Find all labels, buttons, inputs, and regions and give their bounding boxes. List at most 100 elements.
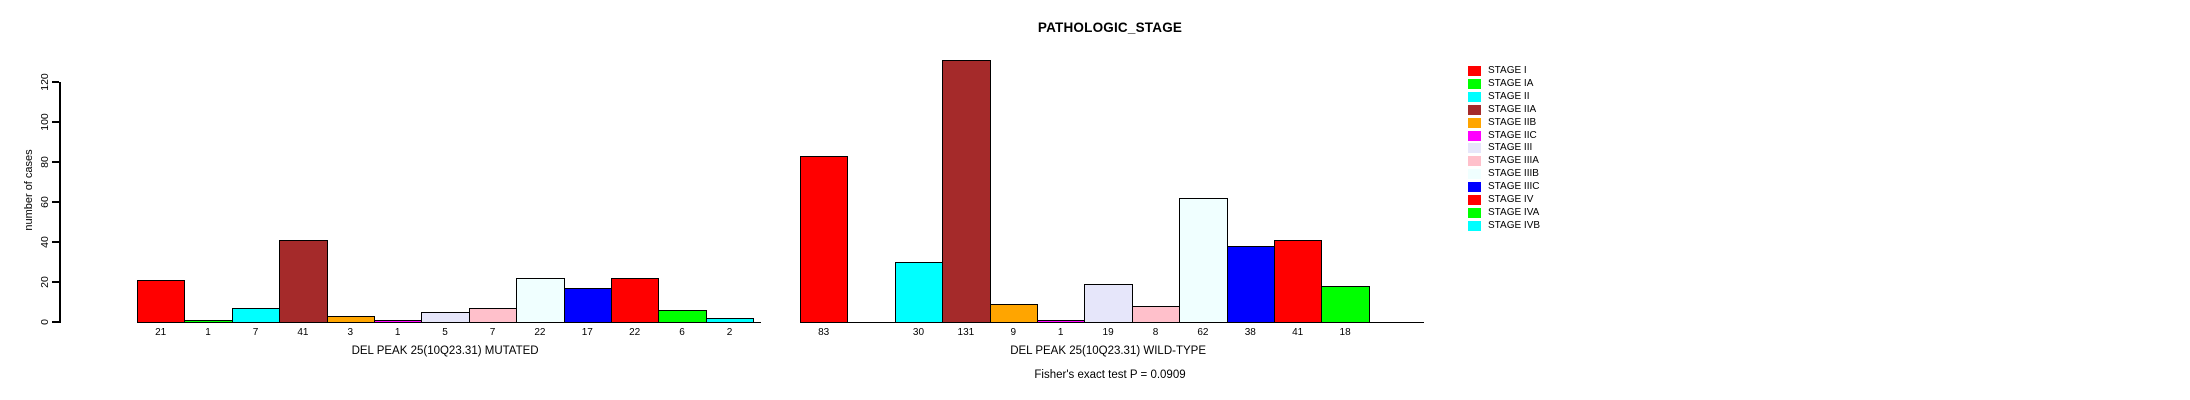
legend-swatch-stage-iiia	[1468, 156, 1481, 167]
legend-label: STAGE IVB	[1488, 219, 1541, 231]
bar-mutated-stage-iiic	[563, 288, 612, 323]
legend-label: STAGE IV	[1488, 194, 1534, 205]
bar-value-label: 9	[1010, 327, 1017, 338]
bar-mutated-stage-ia	[184, 320, 233, 323]
bar-mutated-stage-iii	[421, 312, 470, 323]
x-axis-group-label: DEL PEAK 25(10Q23.31) WILD-TYPE	[1010, 345, 1206, 357]
legend-entry: STAGE IVB	[1468, 220, 1540, 232]
legend-swatch-stage-ivb	[1468, 220, 1481, 231]
y-axis-tick-label: 40	[39, 236, 51, 248]
legend-entry: STAGE IIIB	[1468, 168, 1539, 180]
legend-swatch-stage-iva	[1468, 207, 1481, 218]
legend-swatch-stage-ia	[1468, 78, 1481, 89]
bar-value-label: 30	[912, 327, 925, 338]
legend-entry: STAGE IIIC	[1468, 181, 1540, 193]
bar-value-label: 6	[679, 327, 685, 338]
bar-value-label: 41	[1292, 327, 1304, 338]
bar-wildtype-stage-iib	[989, 304, 1038, 323]
legend-swatch-stage-iia	[1468, 104, 1481, 115]
bar-mutated-stage-iv	[611, 278, 660, 323]
y-axis-tick	[52, 161, 59, 163]
legend-swatch-stage-iii	[1468, 143, 1481, 154]
bar-value-label: 22	[629, 327, 641, 338]
y-axis-tick	[52, 281, 59, 283]
x-axis-group-label: DEL PEAK 25(10Q23.31) MUTATED	[351, 345, 539, 357]
legend-label: STAGE IIB	[1488, 116, 1537, 128]
legend-swatch-stage-iic	[1468, 130, 1481, 141]
bar-value-label: 38	[1244, 327, 1256, 338]
legend-entry: STAGE IVA	[1468, 207, 1539, 219]
legend-entry: STAGE IIA	[1468, 104, 1536, 116]
legend-swatch-stage-iiib	[1468, 169, 1481, 180]
bar-value-label: 1	[1057, 327, 1064, 338]
bar-value-label: 8	[1152, 327, 1159, 338]
legend-label: STAGE IIIB	[1488, 168, 1539, 180]
bar-value-label: 83	[818, 327, 830, 338]
legend-label: STAGE IIA	[1488, 103, 1537, 115]
legend-label: STAGE I	[1488, 65, 1527, 76]
bar-wildtype-stage-iiic	[1226, 246, 1275, 323]
fisher-test-annotation: Fisher's exact test P = 0.0909	[1034, 369, 1186, 381]
y-axis-line	[59, 82, 61, 323]
bar-mutated-stage-i	[137, 280, 186, 323]
bar-mutated-stage-ii	[231, 308, 281, 323]
bar-value-label: 18	[1339, 327, 1351, 338]
legend-entry: STAGE IIB	[1468, 117, 1536, 129]
bar-wildtype-stage-i	[800, 156, 849, 323]
legend-swatch-stage-iiic	[1468, 182, 1481, 193]
legend-swatch-stage-iv	[1468, 195, 1481, 205]
y-axis-tick-label: 100	[39, 113, 51, 131]
legend-entry: STAGE IIIA	[1468, 155, 1539, 167]
bar-value-label: 21	[155, 327, 167, 338]
y-axis-tick	[52, 321, 59, 323]
bar-wildtype-stage-iiib	[1179, 198, 1228, 323]
bar-mutated-stage-iic	[374, 320, 423, 323]
legend-label: STAGE III	[1488, 142, 1533, 154]
chart-title: PATHOLOGIC_STAGE	[1037, 20, 1183, 35]
bar-value-label: 1	[205, 327, 211, 338]
bar-value-label: 5	[442, 327, 448, 338]
bar-value-label: 3	[347, 327, 354, 338]
legend-entry: STAGE IIC	[1468, 130, 1537, 142]
bar-wildtype-stage-iic	[1037, 320, 1086, 323]
legend-label: STAGE IA	[1488, 77, 1534, 89]
bar-wildtype-stage-ii	[894, 262, 944, 323]
legend-entry: STAGE IA	[1468, 78, 1533, 90]
legend-label: STAGE IIIC	[1488, 181, 1540, 193]
bar-mutated-stage-iiia	[468, 308, 518, 323]
y-axis-tick-label: 120	[39, 73, 51, 91]
legend-entry: STAGE II	[1468, 91, 1530, 103]
y-axis-tick	[52, 121, 59, 123]
y-axis-tick	[52, 81, 59, 83]
bar-value-label: 7	[252, 327, 259, 338]
bar-value-label: 131	[957, 327, 975, 338]
legend-swatch-stage-ii	[1468, 91, 1481, 102]
bar-mutated-stage-iiib	[516, 278, 565, 323]
bar-wildtype-stage-iva	[1321, 286, 1370, 323]
bar-mutated-stage-ivb	[705, 318, 755, 323]
legend-label: STAGE IIC	[1488, 129, 1537, 141]
y-axis-tick-label: 20	[39, 276, 51, 288]
legend-label: STAGE IIIA	[1488, 155, 1539, 167]
bar-mutated-stage-iva	[658, 310, 707, 323]
legend-entry: STAGE I	[1468, 65, 1527, 77]
legend: STAGE I STAGE IA STAGE II STAGE IIA STAGE II…	[1468, 65, 1648, 245]
bar-value-label: 41	[297, 327, 309, 338]
y-axis-tick	[52, 201, 59, 203]
bar-wildtype-stage-iiia	[1131, 306, 1181, 323]
bar-mutated-stage-iia	[279, 240, 328, 323]
bar-mutated-stage-iib	[326, 316, 375, 323]
legend-label: STAGE II	[1488, 90, 1530, 102]
bar-value-label: 62	[1197, 327, 1209, 338]
legend-swatch-stage-iib	[1468, 117, 1481, 128]
y-axis-tick	[52, 241, 59, 243]
legend-label: STAGE IVA	[1488, 206, 1540, 218]
y-axis-tick-label: 0	[39, 319, 51, 325]
legend-entry: STAGE IV	[1468, 194, 1533, 206]
bar-wildtype-stage-iia	[942, 60, 991, 323]
legend-entry: STAGE III	[1468, 142, 1532, 154]
legend-swatch-stage-i	[1468, 66, 1481, 76]
bar-value-label: 7	[489, 327, 496, 338]
